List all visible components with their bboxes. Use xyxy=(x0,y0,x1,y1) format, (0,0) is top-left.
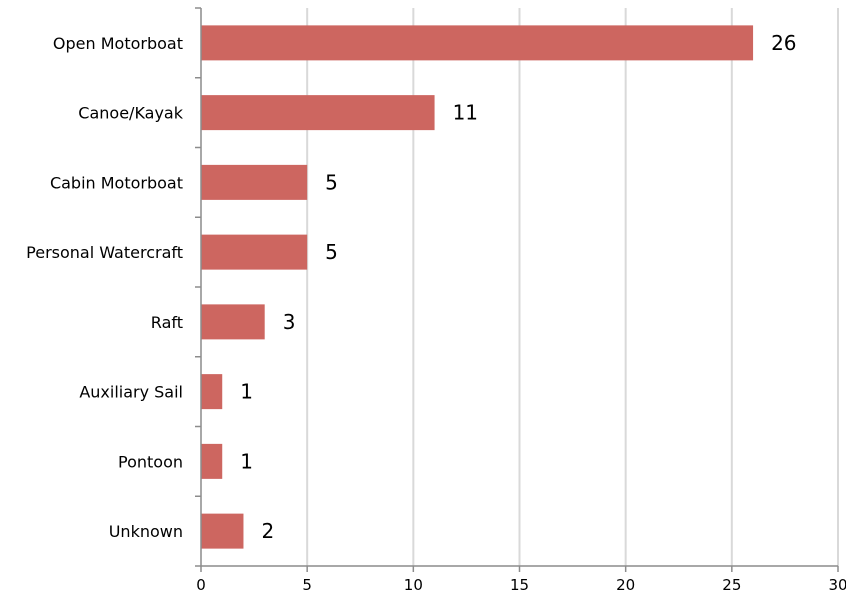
category-label: Canoe/Kayak xyxy=(78,104,183,123)
axes xyxy=(195,7,839,572)
value-label: 1 xyxy=(240,449,253,473)
category-label: Unknown xyxy=(109,522,183,541)
category-label: Pontoon xyxy=(118,452,183,471)
bar-6 xyxy=(201,443,223,479)
value-label: 2 xyxy=(261,519,274,543)
category-label: Auxiliary Sail xyxy=(79,383,183,402)
value-label: 3 xyxy=(283,310,296,334)
x-tick-label: 0 xyxy=(196,576,206,594)
category-label: Cabin Motorboat xyxy=(50,173,183,192)
category-label: Raft xyxy=(151,313,183,332)
bar-4 xyxy=(201,304,265,340)
bar-0 xyxy=(201,25,754,61)
x-tick-label: 20 xyxy=(616,576,635,594)
value-label: 11 xyxy=(453,101,478,125)
value-label: 5 xyxy=(325,240,338,264)
bar-3 xyxy=(201,234,308,270)
bar-5 xyxy=(201,374,223,410)
value-label: 1 xyxy=(240,380,253,404)
bar-7 xyxy=(201,513,244,549)
bars xyxy=(201,25,754,549)
x-tick-label: 25 xyxy=(722,576,741,594)
x-tick-label: 10 xyxy=(404,576,423,594)
category-label: Open Motorboat xyxy=(53,34,183,53)
x-tick-label: 5 xyxy=(302,576,312,594)
value-label: 5 xyxy=(325,170,338,194)
x-tick-label: 30 xyxy=(828,576,846,594)
x-tick-label: 15 xyxy=(510,576,529,594)
bar-1 xyxy=(201,95,435,131)
bar-2 xyxy=(201,164,308,200)
grid-lines xyxy=(306,8,839,566)
category-label: Personal Watercraft xyxy=(26,243,183,262)
value-label: 26 xyxy=(771,31,796,55)
